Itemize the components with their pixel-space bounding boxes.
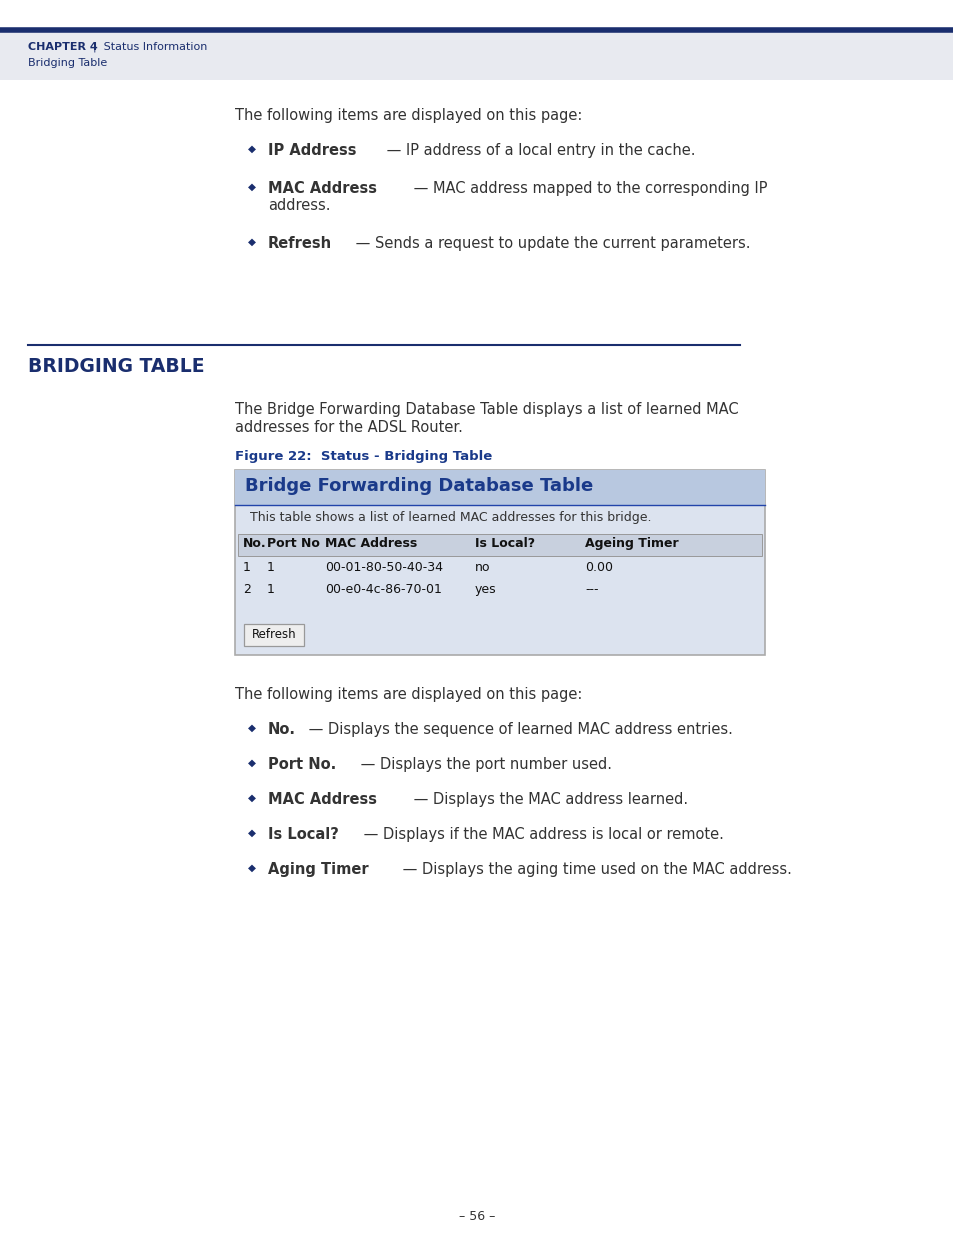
Text: The Bridge Forwarding Database Table displays a list of learned MAC: The Bridge Forwarding Database Table dis… [234, 403, 738, 417]
Text: ◆: ◆ [248, 863, 255, 873]
Text: ◆: ◆ [248, 237, 255, 247]
Text: 00-01-80-50-40-34: 00-01-80-50-40-34 [325, 561, 442, 574]
Text: — Displays if the MAC address is local or remote.: — Displays if the MAC address is local o… [359, 827, 723, 842]
Text: — Sends a request to update the current parameters.: — Sends a request to update the current … [351, 236, 749, 251]
Text: 00-e0-4c-86-70-01: 00-e0-4c-86-70-01 [325, 583, 441, 597]
Text: ◆: ◆ [248, 758, 255, 768]
Text: The following items are displayed on this page:: The following items are displayed on thi… [234, 687, 581, 701]
Text: No.: No. [243, 537, 266, 550]
Text: — Displays the MAC address learned.: — Displays the MAC address learned. [408, 792, 687, 806]
Text: — Displays the port number used.: — Displays the port number used. [355, 757, 612, 772]
Text: 1: 1 [267, 583, 274, 597]
Text: ◆: ◆ [248, 827, 255, 839]
Text: ◆: ◆ [248, 722, 255, 734]
Text: 1: 1 [243, 561, 251, 574]
Text: No.: No. [268, 722, 295, 737]
Text: ---: --- [584, 583, 598, 597]
Text: Aging Timer: Aging Timer [268, 862, 368, 877]
Text: Bridging Table: Bridging Table [28, 58, 107, 68]
Text: Ageing Timer: Ageing Timer [584, 537, 678, 550]
Text: MAC Address: MAC Address [268, 792, 376, 806]
Text: BRIDGING TABLE: BRIDGING TABLE [28, 357, 204, 375]
FancyBboxPatch shape [244, 624, 304, 646]
Text: The following items are displayed on this page:: The following items are displayed on thi… [234, 107, 581, 124]
Text: Refresh: Refresh [268, 236, 332, 251]
Text: This table shows a list of learned MAC addresses for this bridge.: This table shows a list of learned MAC a… [250, 511, 651, 524]
Text: 1: 1 [267, 561, 274, 574]
Text: Port No.: Port No. [268, 757, 335, 772]
Text: IP Address: IP Address [268, 143, 356, 158]
Text: Is Local?: Is Local? [268, 827, 338, 842]
Text: — MAC address mapped to the corresponding IP: — MAC address mapped to the correspondin… [408, 182, 766, 196]
Text: ◆: ◆ [248, 793, 255, 803]
Text: MAC Address: MAC Address [325, 537, 416, 550]
Text: Refresh: Refresh [252, 629, 296, 641]
Text: Port No: Port No [267, 537, 319, 550]
FancyBboxPatch shape [237, 534, 761, 556]
Text: |  Status Information: | Status Information [86, 42, 207, 53]
Text: Figure 22:  Status - Bridging Table: Figure 22: Status - Bridging Table [234, 450, 492, 463]
Text: – 56 –: – 56 – [458, 1210, 495, 1223]
Text: no: no [475, 561, 490, 574]
Text: addresses for the ADSL Router.: addresses for the ADSL Router. [234, 420, 462, 435]
Text: 2: 2 [243, 583, 251, 597]
Text: ◆: ◆ [248, 182, 255, 191]
FancyBboxPatch shape [234, 471, 764, 505]
Text: Is Local?: Is Local? [475, 537, 535, 550]
Text: Bridge Forwarding Database Table: Bridge Forwarding Database Table [245, 477, 593, 495]
Text: — IP address of a local entry in the cache.: — IP address of a local entry in the cac… [382, 143, 695, 158]
Text: yes: yes [475, 583, 497, 597]
Text: 0.00: 0.00 [584, 561, 613, 574]
Text: CHAPTER 4: CHAPTER 4 [28, 42, 97, 52]
Text: ◆: ◆ [248, 144, 255, 154]
Text: — Displays the aging time used on the MAC address.: — Displays the aging time used on the MA… [397, 862, 791, 877]
Text: — Displays the sequence of learned MAC address entries.: — Displays the sequence of learned MAC a… [304, 722, 732, 737]
Text: address.: address. [268, 198, 330, 212]
Text: MAC Address: MAC Address [268, 182, 376, 196]
FancyBboxPatch shape [234, 471, 764, 655]
FancyBboxPatch shape [0, 30, 953, 80]
